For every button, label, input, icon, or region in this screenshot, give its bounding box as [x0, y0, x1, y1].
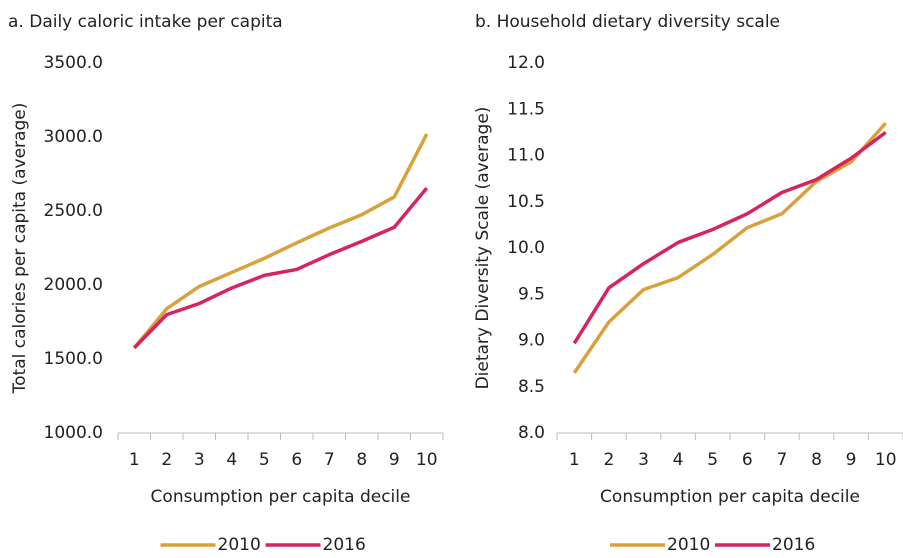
- y-axis-label: Total calories per capita (average): [10, 103, 30, 395]
- y-tick-label: 10.5: [507, 192, 545, 212]
- x-tick-label: 10: [416, 450, 438, 470]
- x-tick-label: 6: [291, 450, 302, 470]
- x-tick-label: 10: [875, 450, 897, 470]
- x-tick-label: 5: [707, 450, 718, 470]
- x-tick-label: 5: [259, 450, 270, 470]
- x-tick-label: 6: [742, 450, 753, 470]
- y-tick-label: 1500.0: [44, 349, 103, 369]
- data-line: [132, 186, 429, 350]
- x-tick-label: 9: [846, 450, 857, 470]
- x-tick-label: 7: [324, 450, 335, 470]
- y-tick-label: 9.0: [518, 331, 545, 351]
- y-tick-label: 2500.0: [44, 201, 103, 221]
- y-tick-label: 8.0: [518, 423, 545, 443]
- y-tick-label: 1000.0: [44, 423, 103, 443]
- chart-title: a. Daily caloric intake per capita: [8, 12, 283, 32]
- x-tick-label: 3: [194, 450, 205, 470]
- x-tick-label: 1: [129, 450, 140, 470]
- y-tick-label: 3000.0: [44, 127, 103, 147]
- legend-label: 2016: [772, 535, 815, 554]
- y-tick-label: 12.0: [507, 53, 545, 73]
- x-tick-label: 9: [389, 450, 400, 470]
- y-tick-label: 8.5: [518, 377, 545, 397]
- data-line: [132, 133, 429, 350]
- x-tick-label: 8: [811, 450, 822, 470]
- y-tick-label: 9.5: [518, 284, 545, 304]
- legend-label: 2010: [218, 535, 261, 554]
- y-tick-label: 10.0: [507, 238, 545, 258]
- x-tick-label: 4: [226, 450, 237, 470]
- y-tick-label: 2000.0: [44, 275, 103, 295]
- legend-label: 2010: [667, 535, 710, 554]
- legend-label: 2016: [323, 535, 366, 554]
- y-axis-label: Dietary Diversity Scale (average): [473, 107, 493, 390]
- x-tick-label: 4: [673, 450, 684, 470]
- x-tick-label: 8: [356, 450, 367, 470]
- x-axis-label: Consumption per capita decile: [151, 487, 411, 507]
- y-tick-label: 11.0: [507, 146, 545, 166]
- y-tick-label: 11.5: [507, 99, 545, 119]
- chart-title: b. Household dietary diversity scale: [475, 12, 780, 32]
- y-tick-label: 3500.0: [44, 53, 103, 73]
- x-tick-label: 3: [638, 450, 649, 470]
- data-line: [572, 121, 888, 374]
- x-tick-label: 2: [161, 450, 172, 470]
- x-tick-label: 7: [776, 450, 787, 470]
- x-tick-label: 2: [603, 450, 614, 470]
- data-line: [572, 130, 887, 345]
- x-tick-label: 1: [569, 450, 580, 470]
- x-axis-label: Consumption per capita decile: [600, 487, 860, 507]
